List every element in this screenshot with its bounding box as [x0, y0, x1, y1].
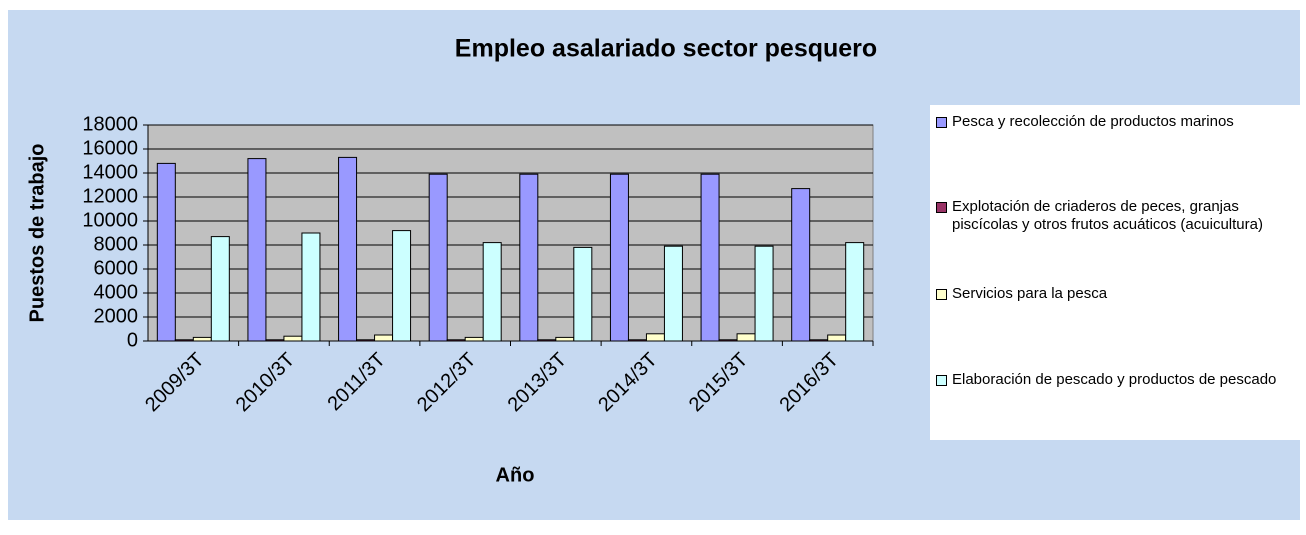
bar: [663, 245, 683, 342]
bar: [700, 173, 720, 342]
x-axis-title: Año: [496, 464, 535, 486]
bar: [627, 339, 647, 342]
y-tick-label: 12000: [82, 185, 138, 207]
bar: [645, 333, 665, 342]
bar: [338, 156, 358, 342]
bar: [718, 339, 738, 342]
bar: [609, 173, 629, 342]
bar: [428, 173, 448, 342]
legend-label: Elaboración de pescado y productos de pe…: [952, 371, 1277, 388]
bar: [283, 335, 303, 342]
legend-label: Explotación de criaderos de peces, granj…: [952, 198, 1263, 233]
bar: [845, 242, 865, 342]
y-tick-label: 6000: [94, 257, 139, 279]
bar: [791, 188, 811, 342]
bar: [537, 339, 557, 342]
bar: [192, 336, 212, 342]
bar: [573, 246, 593, 342]
y-tick-label: 2000: [94, 305, 139, 327]
chart-title: Empleo asalariado sector pesquero: [455, 35, 877, 63]
bar: [464, 336, 484, 342]
bar: [827, 334, 847, 342]
legend-swatch: [936, 117, 947, 128]
bar: [374, 334, 394, 342]
bar: [392, 230, 412, 342]
bar: [736, 333, 756, 342]
legend: Pesca y recolección de productos marinos…: [930, 105, 1300, 440]
y-tick-label: 14000: [82, 161, 138, 183]
legend-swatch: [936, 289, 947, 300]
bar: [809, 339, 829, 342]
legend-swatch: [936, 202, 947, 213]
y-tick-label: 0: [127, 329, 138, 351]
y-tick-label: 18000: [82, 113, 138, 135]
bar: [247, 158, 267, 342]
bar: [446, 339, 466, 342]
y-axis-title: Puestos de trabajo: [26, 144, 48, 323]
bar: [519, 173, 539, 342]
legend-swatch: [936, 375, 947, 386]
legend-label: Pesca y recolección de productos marinos: [952, 113, 1234, 130]
plot-area: [147, 124, 874, 342]
bar: [265, 339, 285, 342]
legend-label: Servicios para la pesca: [952, 285, 1108, 302]
bar: [301, 232, 321, 342]
bar: [356, 339, 376, 342]
y-tick-label: 4000: [94, 281, 139, 303]
bar: [555, 336, 575, 342]
y-tick-label: 16000: [82, 137, 138, 159]
y-tick-label: 8000: [94, 233, 139, 255]
bar: [210, 236, 230, 342]
bar: [174, 339, 194, 342]
y-tick-label: 10000: [82, 209, 138, 231]
bar: [482, 242, 502, 342]
bar: [156, 162, 176, 342]
bar: [754, 245, 774, 342]
